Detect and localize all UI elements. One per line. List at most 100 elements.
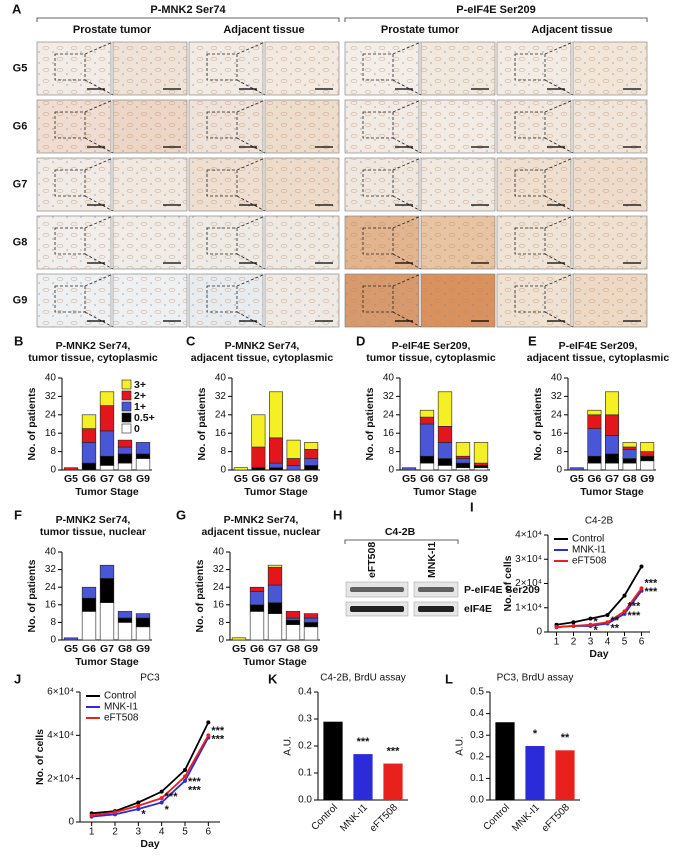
x-axis-label: Tumor Stage — [413, 486, 477, 498]
significance: *** — [165, 791, 179, 803]
y-tick-label: 24 — [45, 409, 57, 420]
series-line — [91, 721, 210, 815]
significance: *** — [188, 784, 202, 796]
panel-label: A — [12, 1, 22, 16]
x-tick-label: 4 — [159, 827, 165, 838]
bar-segment — [285, 617, 301, 621]
micrograph-texture — [421, 100, 495, 153]
micrograph-texture — [113, 100, 187, 153]
data-point — [588, 616, 593, 621]
micrograph-texture — [573, 274, 647, 327]
x-tick-label: G9 — [304, 643, 318, 655]
x-tick-label: 1 — [89, 827, 95, 838]
row-label: G9 — [13, 294, 28, 306]
zoom-box — [514, 53, 546, 81]
zoom-box — [206, 111, 238, 139]
y-tick-label: 0.3 — [298, 714, 312, 725]
x-tick-label: 1 — [554, 637, 560, 648]
zoom-box — [206, 53, 238, 81]
micrograph-texture — [265, 42, 339, 95]
y-tick-label: 16 — [213, 599, 225, 610]
group-title: P-eIF4E Ser209 — [456, 4, 536, 16]
y-axis-label: A.U. — [455, 736, 466, 755]
zoom-box — [206, 285, 238, 313]
micrograph-texture — [497, 216, 571, 269]
x-tick-label: 2 — [112, 827, 118, 838]
bar-segment — [473, 465, 489, 468]
micrograph-texture — [497, 100, 571, 153]
data-point — [159, 789, 164, 794]
bar — [323, 721, 343, 800]
x-axis-label: Tumor Stage — [580, 486, 644, 498]
y-axis-label: No. of patients — [364, 387, 376, 460]
band-label: P-eIF4E Ser209 — [464, 584, 540, 596]
y-tick-label: 2×10⁴ — [515, 578, 542, 589]
data-point — [639, 586, 644, 591]
x-tick-label: G9 — [136, 473, 150, 485]
x-axis-label: Tumor Stage — [244, 486, 308, 498]
band-label: eIF4E — [464, 603, 492, 615]
bar-segment — [249, 591, 265, 606]
chart-title: adjacent tissue, cytoplasmic — [527, 352, 670, 364]
row-label: G6 — [13, 120, 28, 132]
bar-segment — [267, 564, 283, 568]
bar-segment — [285, 619, 301, 625]
bar-segment — [587, 409, 602, 416]
bar-segment — [622, 442, 637, 448]
legend-label: MNK-I1 — [104, 702, 138, 713]
x-tick-label: G6 — [82, 473, 96, 485]
bar-segment — [437, 391, 453, 427]
legend-label: MNK-I1 — [572, 545, 606, 556]
x-axis-label: Tumor Stage — [75, 656, 139, 668]
micrograph-texture — [189, 42, 263, 95]
y-tick-label: 32 — [213, 564, 225, 575]
series-line — [556, 587, 643, 629]
zoom-box — [514, 111, 546, 139]
x-tick-label: G9 — [474, 473, 488, 485]
y-tick-label: 0.1 — [470, 773, 484, 784]
x-tick-label: G8 — [118, 643, 132, 655]
bar-segment — [437, 465, 453, 471]
y-axis-label: A.U. — [283, 736, 294, 755]
column-title: Adjacent tissue — [223, 24, 304, 36]
bar-segment — [81, 586, 97, 599]
data-point — [605, 620, 610, 625]
zoom-line — [84, 79, 114, 96]
panel-label: L — [445, 671, 453, 686]
legend-label: Control — [572, 534, 604, 545]
bar-segment — [304, 465, 319, 471]
legend-label: Control — [104, 691, 136, 702]
bar-segment — [99, 578, 115, 603]
micrograph-texture — [497, 158, 571, 211]
chart-title: PC3 — [140, 673, 160, 684]
bar-segment — [81, 442, 97, 464]
x-tick-label: G5 — [234, 473, 248, 485]
micrograph-texture — [37, 274, 111, 327]
y-tick-label: 2×10⁴ — [47, 773, 74, 784]
zoom-line — [84, 157, 114, 171]
y-tick-label: 3×10⁴ — [515, 554, 542, 565]
micrograph-texture — [573, 100, 647, 153]
bar-segment — [117, 446, 133, 455]
significance: ** — [561, 732, 570, 744]
y-axis-label: No. of patients — [194, 559, 206, 632]
x-tick-label: G7 — [268, 643, 282, 655]
bar-segment — [117, 439, 133, 448]
chart-title: C4-2B — [585, 516, 614, 527]
bar-segment — [117, 622, 133, 641]
bar-segment — [99, 602, 115, 641]
y-tick-label: 1×10⁴ — [515, 602, 542, 613]
y-tick-label: 0 — [50, 465, 56, 476]
bar-segment — [99, 430, 115, 457]
panel-label: I — [470, 499, 474, 514]
row-label: G7 — [13, 178, 28, 190]
chart-title: P-eIF4E Ser209, — [392, 340, 471, 352]
bar-segment — [622, 458, 637, 464]
y-tick-label: 0.0 — [298, 795, 312, 806]
data-point — [588, 622, 593, 627]
y-tick-label: 24 — [551, 409, 563, 420]
bar-segment — [640, 442, 655, 452]
zoom-line — [236, 253, 266, 270]
zoom-box — [514, 285, 546, 313]
chart-title: tumor tissue, cytoplasmic — [28, 352, 158, 364]
